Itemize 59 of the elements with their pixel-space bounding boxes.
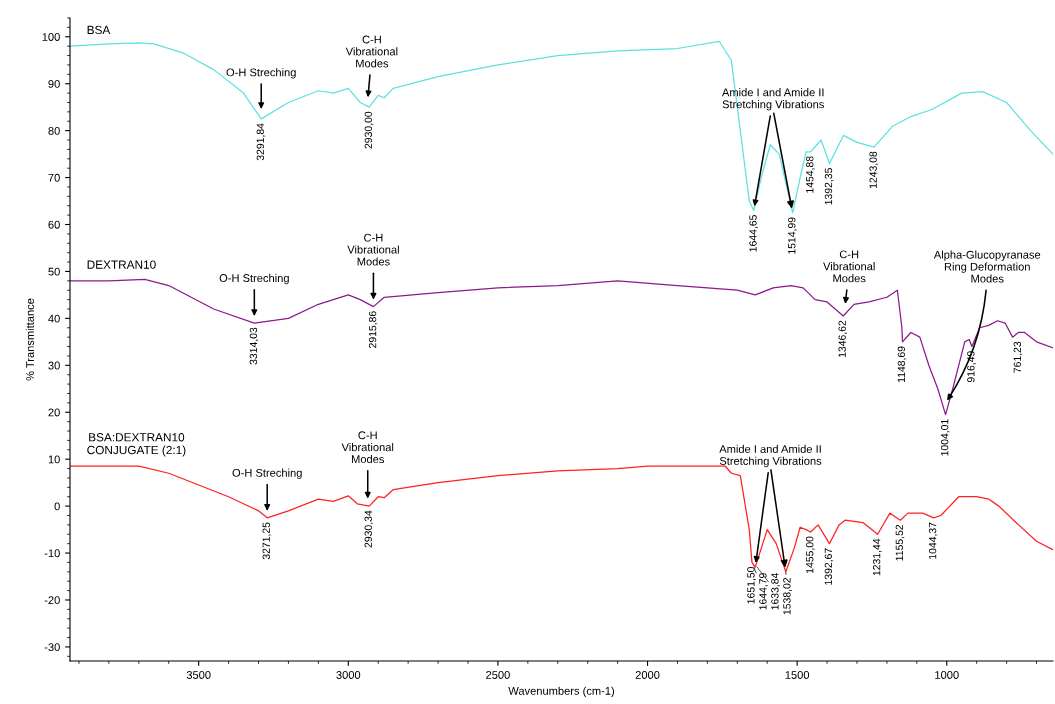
annotation: 1155,52 [895,524,905,561]
y-tick-label: 50 [48,267,60,276]
y-tick-label: 60 [48,220,60,229]
annotation: 1644,79 [759,573,768,610]
annotation: 1538,02 [783,577,792,615]
annotation: Amide I and Amide II Stretching Vibrations [721,88,824,111]
annotation: 1004,01 [940,419,950,456]
annotation: Alpha-Glucopyranase Ring Deformation Modes [933,250,1041,283]
y-tick-label: 70 [48,173,60,182]
y-tick-label: 40 [48,314,60,323]
annotation: C-H Vibrational Modes [341,431,394,464]
annotation: O-H Streching [219,273,289,285]
annotation: 2930,00 [364,111,374,149]
y-tick-label: 0 [54,502,60,511]
series-label: BSA:DEXTRAN10 CONJUGATE (2:1) [87,433,186,457]
annotation: 1651,50 [747,567,756,604]
annotation: 1044,37 [928,522,938,559]
annotation: Amide I and Amide II Stretching Vibrations [719,444,822,468]
y-tick-label: 90 [48,79,60,88]
x-tick-label: 3000 [336,671,361,679]
x-tick-label: 2000 [635,671,660,679]
annotation: O-H Streching [232,468,302,479]
annotation: 1633,84 [771,572,780,610]
annotation: 1392,67 [824,548,834,585]
annotation: C-H Vibrational Modes [347,233,399,266]
annotation: 3291,84 [256,123,266,161]
y-tick-label: -30 [44,643,60,652]
annotation: C-H Vibrational Modes [345,35,398,68]
annotation: 3271,25 [262,522,272,560]
annotation: 1243,08 [869,151,879,189]
series-label: BSA [87,25,111,35]
y-tick-label: 80 [48,126,60,135]
annotation: 1514,99 [788,217,797,254]
annotation: 1148,69 [897,346,907,383]
x-tick-label: 3500 [186,671,211,679]
annotation: 3314,03 [249,327,259,365]
annotation: 1346,62 [838,320,848,358]
annotation: C-H Vibrational Modes [823,250,875,283]
y-tick-label: 100 [42,33,60,41]
annotation: O-H Streching [226,68,296,79]
y-tick-label: 10 [48,455,60,464]
annotation: 1231,44 [872,538,882,576]
annotation: 2915,86 [368,311,378,348]
annotation: 1454,88 [806,156,815,193]
y-tick-label: 30 [48,361,60,370]
x-axis-title: Wavenumbers (cm-1) [508,686,615,697]
y-axis-title: % Transmittance [25,298,34,381]
x-tick-label: 1000 [935,671,959,679]
annotation: 761,23 [1013,341,1023,373]
annotation: 1455,00 [806,536,815,573]
y-tick-label: -10 [44,549,60,558]
annotation: 1392,35 [824,168,834,205]
annotation: 1644,65 [749,215,758,252]
annotation: 2930,34 [364,510,374,548]
y-tick-label: 20 [48,408,60,417]
y-tick-label: -20 [44,596,60,605]
series-label: DEXTRAN10 [87,260,156,269]
x-tick-label: 2500 [486,671,510,679]
x-tick-label: 1500 [785,671,810,679]
